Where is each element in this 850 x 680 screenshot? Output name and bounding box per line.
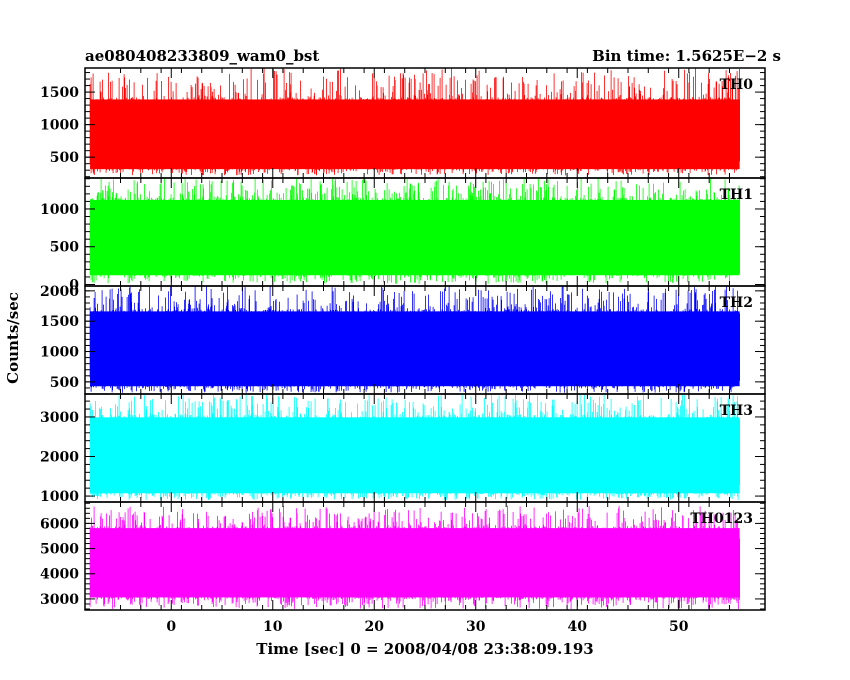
y-tick-label: 4000 xyxy=(40,567,79,583)
x-tick-label: 0 xyxy=(166,619,176,635)
y-tick-label: 5000 xyxy=(40,542,79,558)
series-trace-th0 xyxy=(89,68,740,176)
y-tick-label: 1500 xyxy=(40,85,79,101)
y-tick-label: 3000 xyxy=(40,592,79,608)
y-tick-label: 6000 xyxy=(40,516,79,532)
y-tick-label: 500 xyxy=(50,150,79,166)
y-tick-label: 2000 xyxy=(40,450,79,466)
y-tick-label: 500 xyxy=(50,375,79,391)
series-trace-th2 xyxy=(89,286,740,393)
y-tick-label: 2000 xyxy=(40,284,79,300)
panel-th1: 0 500 1000 TH1 xyxy=(40,177,766,293)
y-tick-label: 1000 xyxy=(40,489,79,505)
x-tick-label: 40 xyxy=(567,619,587,635)
panel-th3: 1000 2000 3000 TH3 xyxy=(40,393,766,505)
series-trace-th1 xyxy=(89,178,740,284)
panel-label-th1: TH1 xyxy=(720,187,753,203)
y-tick-label: 1000 xyxy=(40,202,79,218)
panel-th0123: 3000 4000 5000 6000 TH0123 xyxy=(40,501,766,611)
y-tick-label: 0 xyxy=(69,277,79,293)
panel-label-th3: TH3 xyxy=(720,403,753,419)
panel-th0: 500 1000 1500 TH0 xyxy=(40,67,766,179)
x-tick-label: 30 xyxy=(466,619,486,635)
series-trace-th0123 xyxy=(89,505,740,609)
y-tick-label: 1500 xyxy=(40,314,79,330)
x-tick-label: 50 xyxy=(669,619,689,635)
y-axis-label: Counts/sec xyxy=(4,292,22,384)
x-tick-label: 20 xyxy=(365,619,385,635)
panel-th2: 500 1000 1500 2000 TH2 xyxy=(40,284,766,395)
chart-title-left: ae080408233809_wam0_bst xyxy=(85,47,319,65)
panel-label-th0: TH0 xyxy=(720,77,754,93)
y-tick-label: 500 xyxy=(50,240,79,256)
x-tick-label: 10 xyxy=(263,619,283,635)
panels-group: 500 1000 1500 TH0 0 500 1000 TH1 500 1000 1500 2000… xyxy=(40,67,766,611)
y-tick-label: 3000 xyxy=(40,410,79,426)
y-tick-label: 1000 xyxy=(40,345,79,361)
x-axis-label: Time [sec] 0 = 2008/04/08 23:38:09.193 xyxy=(256,640,593,658)
series-trace-th3 xyxy=(89,394,740,500)
panel-label-th2: TH2 xyxy=(720,295,753,311)
panel-label-th0123: TH0123 xyxy=(690,511,753,527)
chart-title-right: Bin time: 1.5625E−2 s xyxy=(592,47,781,65)
y-tick-label: 1000 xyxy=(40,118,79,134)
x-axis: 0 10 20 30 40 50 xyxy=(166,619,688,635)
